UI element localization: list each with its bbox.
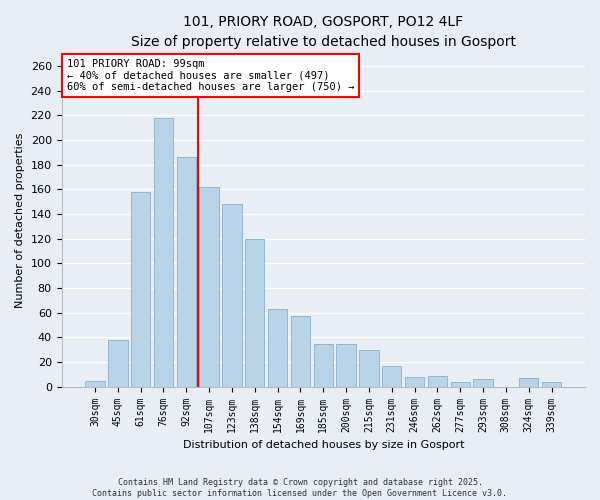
X-axis label: Distribution of detached houses by size in Gosport: Distribution of detached houses by size …: [182, 440, 464, 450]
Bar: [359, 350, 379, 387]
Bar: [337, 344, 356, 386]
Bar: [245, 239, 265, 386]
Y-axis label: Number of detached properties: Number of detached properties: [15, 132, 25, 308]
Bar: [222, 204, 242, 386]
Bar: [519, 378, 538, 386]
Bar: [451, 382, 470, 386]
Text: Contains HM Land Registry data © Crown copyright and database right 2025.
Contai: Contains HM Land Registry data © Crown c…: [92, 478, 508, 498]
Bar: [154, 118, 173, 386]
Bar: [85, 380, 105, 386]
Bar: [428, 376, 447, 386]
Bar: [131, 192, 151, 386]
Bar: [176, 158, 196, 386]
Bar: [314, 344, 333, 386]
Text: 101 PRIORY ROAD: 99sqm
← 40% of detached houses are smaller (497)
60% of semi-de: 101 PRIORY ROAD: 99sqm ← 40% of detached…: [67, 59, 354, 92]
Bar: [291, 316, 310, 386]
Bar: [542, 382, 561, 386]
Bar: [268, 309, 287, 386]
Bar: [382, 366, 401, 386]
Bar: [199, 187, 219, 386]
Bar: [473, 380, 493, 386]
Bar: [108, 340, 128, 386]
Title: 101, PRIORY ROAD, GOSPORT, PO12 4LF
Size of property relative to detached houses: 101, PRIORY ROAD, GOSPORT, PO12 4LF Size…: [131, 15, 516, 48]
Bar: [405, 377, 424, 386]
